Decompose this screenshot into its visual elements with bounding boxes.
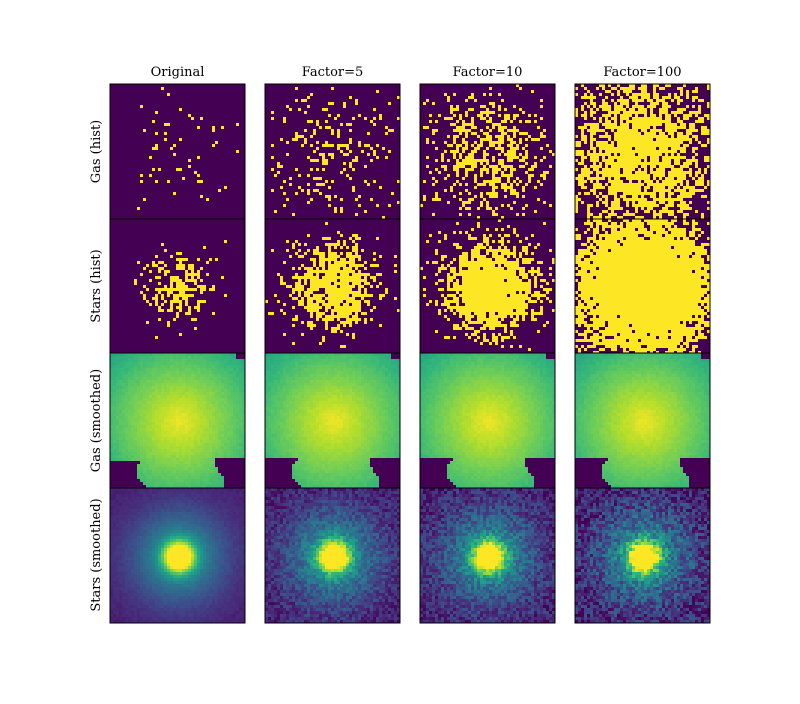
panel-r3-c0 <box>109 487 246 624</box>
panel-image <box>575 84 710 219</box>
panel-frame <box>574 487 711 624</box>
panel-r0-c1 <box>264 83 401 220</box>
panel-frame <box>419 487 556 624</box>
panel-image <box>265 488 400 623</box>
panel-r1-c0 <box>109 218 246 355</box>
panel-image <box>265 353 400 488</box>
row-label-gas-smoothed: Gas (smoothed) <box>89 369 104 472</box>
row-label-stars-hist: Stars (hist) <box>89 249 104 322</box>
panel-frame <box>264 487 401 624</box>
panel-r3-c2 <box>419 487 556 624</box>
panel-image <box>265 219 400 354</box>
column-title-original: Original <box>151 65 205 80</box>
panel-image <box>265 84 400 219</box>
panel-image <box>575 219 710 354</box>
panel-r2-c1 <box>264 352 401 489</box>
column-title-factor-100: Factor=100 <box>603 65 681 80</box>
panel-image <box>420 84 555 219</box>
panel-image <box>420 219 555 354</box>
row-labels: Gas (hist) Stars (hist) Gas (smoothed) S… <box>89 120 104 612</box>
panel-r3-c1 <box>264 487 401 624</box>
panels <box>109 83 711 624</box>
panel-r2-c3 <box>574 352 711 489</box>
panel-r1-c1 <box>264 218 401 355</box>
panel-image <box>110 219 245 354</box>
panel-r0-c3 <box>574 83 711 220</box>
row-label-stars-smoothed: Stars (smoothed) <box>89 498 104 611</box>
row-label-gas-hist: Gas (hist) <box>89 120 104 184</box>
panel-frame <box>109 487 246 624</box>
column-title-factor-5: Factor=5 <box>302 65 364 80</box>
panel-r2-c2 <box>419 352 556 489</box>
panel-image <box>420 488 555 623</box>
panel-image <box>110 488 245 623</box>
panel-image <box>420 353 555 488</box>
panel-image <box>110 84 245 219</box>
panel-r1-c2 <box>419 218 556 355</box>
panel-r1-c3 <box>574 218 711 355</box>
panel-image <box>110 353 245 488</box>
panel-r0-c0 <box>109 83 246 220</box>
panel-image <box>575 488 710 623</box>
panel-r2-c0 <box>109 352 246 489</box>
column-titles: Original Factor=5 Factor=10 Factor=100 <box>151 65 682 80</box>
panel-r3-c3 <box>574 487 711 624</box>
column-title-factor-10: Factor=10 <box>453 65 523 80</box>
panel-image <box>575 353 710 488</box>
panel-r0-c2 <box>419 83 556 220</box>
